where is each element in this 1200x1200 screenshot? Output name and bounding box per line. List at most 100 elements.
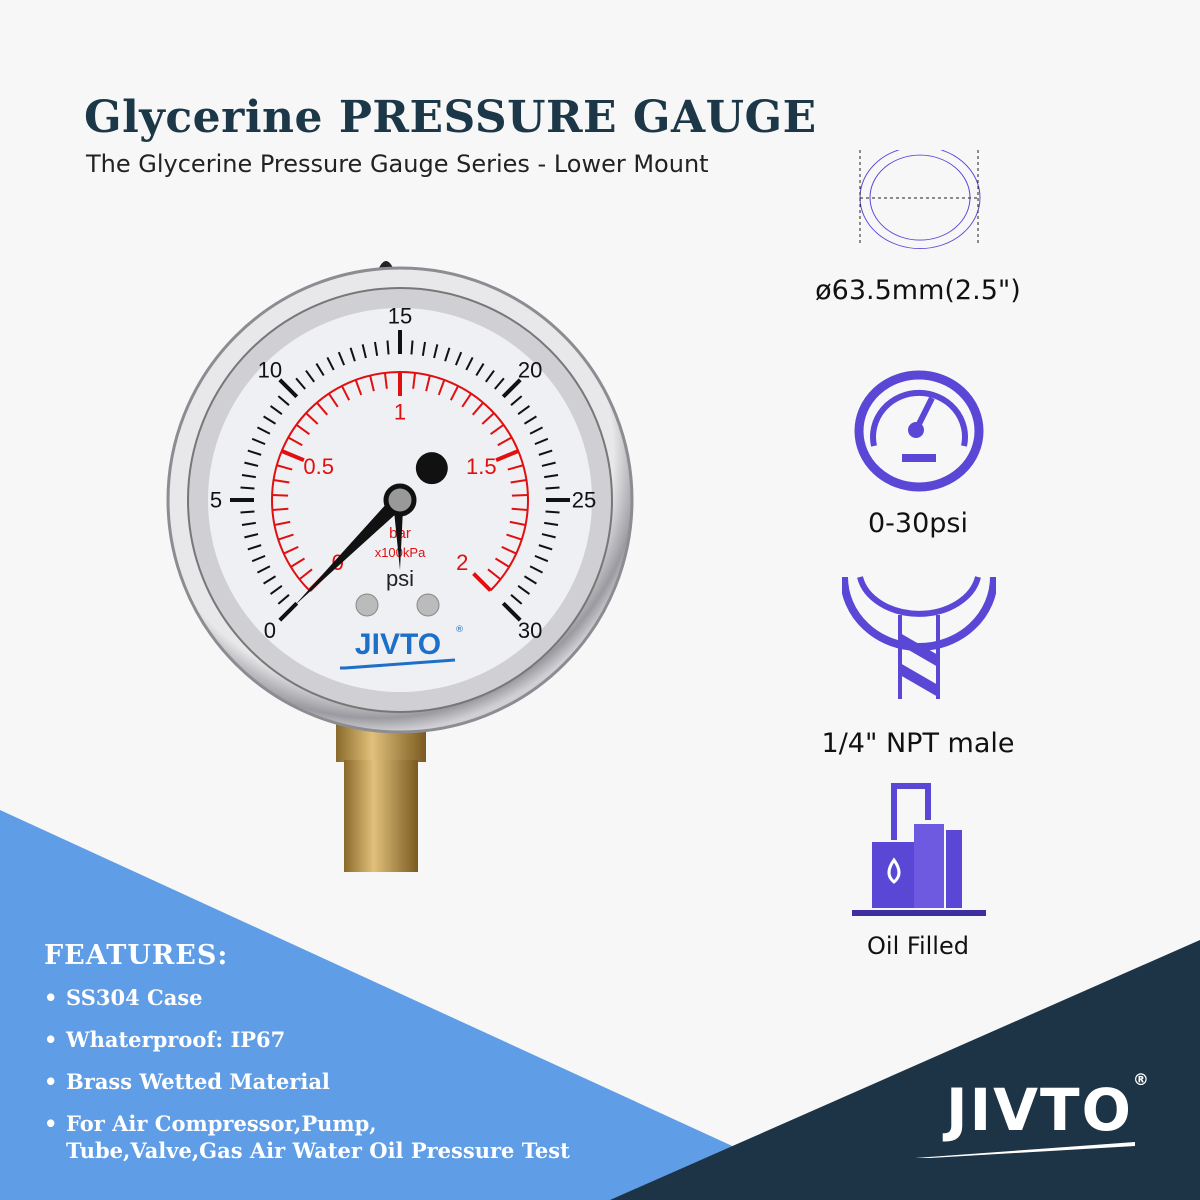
psi-tick bbox=[544, 521, 559, 527]
bar-tick bbox=[316, 402, 329, 416]
bar-tick bbox=[497, 436, 513, 447]
psi-tick bbox=[501, 378, 522, 399]
bar-tick bbox=[280, 449, 305, 463]
dark-band bbox=[610, 940, 1200, 1200]
psi-tick bbox=[510, 395, 523, 406]
psi-tick bbox=[241, 521, 256, 527]
bar-tick bbox=[354, 379, 363, 396]
bar-arc bbox=[271, 371, 529, 592]
psi-tick bbox=[269, 405, 283, 415]
psi-tick bbox=[523, 575, 537, 585]
psi-tick bbox=[337, 351, 346, 366]
bar-tick bbox=[509, 520, 526, 526]
psi-tick bbox=[244, 533, 259, 539]
psi-tick bbox=[305, 369, 315, 383]
bar-tick bbox=[506, 533, 523, 541]
psi-tick bbox=[444, 347, 451, 362]
bar-tick bbox=[273, 478, 290, 484]
psi-tick bbox=[269, 585, 283, 595]
spec-oil: Oil Filled bbox=[867, 932, 969, 960]
screw-icon bbox=[355, 593, 379, 617]
psi-tick bbox=[361, 344, 367, 359]
psi-tick bbox=[529, 565, 544, 574]
bar-tick bbox=[481, 412, 495, 425]
bar-tick bbox=[425, 375, 431, 392]
psi-label: 15 bbox=[388, 304, 412, 329]
bar-tick bbox=[328, 393, 339, 408]
feature-text: SS304 Case bbox=[66, 985, 203, 1010]
page-subtitle: The Glycerine Pressure Gauge Series - Lo… bbox=[86, 150, 709, 178]
psi-tick bbox=[538, 544, 553, 551]
bar-tick bbox=[511, 507, 528, 512]
bar-tick bbox=[298, 568, 313, 581]
bar-tick bbox=[494, 557, 510, 568]
psi-tick bbox=[263, 575, 277, 585]
psi-tick bbox=[545, 510, 560, 514]
psi-tick bbox=[433, 344, 439, 359]
psi-tick bbox=[541, 533, 556, 539]
psi-tick bbox=[263, 415, 277, 425]
bar-tick bbox=[511, 493, 528, 497]
feature-item: Tube,Valve,Gas Air Water Oil Pressure Te… bbox=[44, 1138, 570, 1163]
psi-tick bbox=[544, 473, 559, 479]
bar-tick bbox=[472, 572, 492, 592]
needle-pointer bbox=[293, 496, 404, 607]
bar-label: 1.5 bbox=[466, 454, 497, 479]
needle-counterweight bbox=[415, 452, 448, 485]
psi-tick bbox=[465, 356, 474, 371]
spec-range: 0-30psi bbox=[868, 508, 968, 539]
psi-tick bbox=[541, 461, 556, 467]
bar-tick bbox=[461, 393, 472, 408]
bar-tick bbox=[449, 385, 460, 401]
bar-tick bbox=[295, 423, 310, 435]
bar-tick bbox=[276, 464, 293, 471]
bar-tick bbox=[437, 379, 446, 396]
psi-tick bbox=[410, 340, 414, 355]
gauge-icon bbox=[854, 370, 984, 492]
bar-tick bbox=[412, 372, 417, 389]
psi-tick bbox=[315, 363, 325, 377]
psi-label: 20 bbox=[518, 358, 542, 383]
bar-tick bbox=[383, 372, 388, 389]
features-list: FEATURES: • SS304 Case • Whaterproof: IP67… bbox=[44, 940, 570, 1180]
oil-tank-icon bbox=[852, 783, 986, 916]
bar-tick bbox=[287, 436, 303, 447]
psi-label: 0 bbox=[264, 618, 276, 643]
psi-tick bbox=[278, 378, 299, 399]
bar-tick bbox=[290, 557, 306, 568]
needle-hub bbox=[383, 483, 417, 517]
brand-text: JIVTO bbox=[946, 1076, 1133, 1144]
psi-tick bbox=[510, 594, 523, 605]
psi-tick bbox=[494, 377, 505, 390]
bar-tick bbox=[305, 412, 319, 425]
bar-tick bbox=[272, 493, 289, 497]
psi-tick bbox=[373, 341, 379, 356]
page-title: Glycerine PRESSURE GAUGE bbox=[84, 92, 817, 143]
bar-tick bbox=[340, 385, 351, 401]
bar-tick bbox=[490, 423, 505, 435]
psi-label: 25 bbox=[572, 488, 596, 513]
psi-label: 5 bbox=[210, 488, 222, 513]
thread-connection-icon bbox=[842, 576, 996, 699]
bar-tick bbox=[274, 520, 291, 526]
psi-tick bbox=[538, 449, 553, 456]
psi-tick bbox=[295, 377, 306, 390]
psi-tick bbox=[529, 426, 544, 435]
feature-item: • SS304 Case bbox=[44, 985, 203, 1010]
psi-tick bbox=[485, 369, 495, 383]
psi-tick bbox=[501, 601, 522, 622]
bar-tick bbox=[277, 533, 294, 541]
psi-tick bbox=[517, 405, 531, 415]
psi-tick bbox=[244, 461, 259, 467]
features-heading: FEATURES: bbox=[44, 940, 229, 971]
psi-tick bbox=[523, 415, 537, 425]
bar-tick bbox=[369, 375, 375, 392]
feature-text: Brass Wetted Material bbox=[66, 1069, 330, 1094]
bar-tick bbox=[487, 568, 502, 581]
dial-brand: JIVTO bbox=[355, 628, 441, 661]
psi-tick bbox=[517, 585, 531, 595]
psi-tick bbox=[534, 437, 549, 446]
diameter-circle-icon bbox=[859, 150, 981, 250]
psi-label: 30 bbox=[518, 618, 542, 643]
bar-tick bbox=[507, 464, 524, 471]
